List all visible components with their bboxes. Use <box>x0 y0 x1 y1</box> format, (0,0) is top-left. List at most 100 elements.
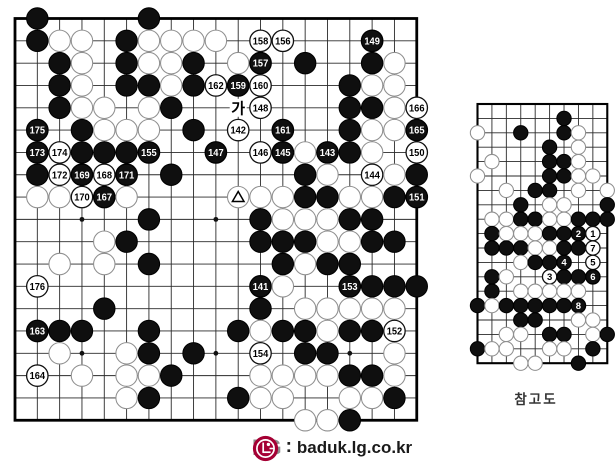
black-stone <box>338 74 362 97</box>
white-stone <box>383 163 406 186</box>
black-stone <box>570 240 587 256</box>
move-number: 158 <box>253 36 269 47</box>
white-stone <box>360 141 384 164</box>
black-stone <box>338 409 362 432</box>
white-stone <box>70 96 94 120</box>
move-number: 176 <box>30 282 46 293</box>
move-number: 161 <box>275 126 291 137</box>
black-stone <box>556 240 572 256</box>
black-stone <box>293 185 317 209</box>
white-stone <box>360 297 384 320</box>
black-stone <box>226 319 250 343</box>
black-stone <box>338 96 362 120</box>
black-stone <box>556 125 572 141</box>
white-stone <box>115 185 138 209</box>
black-stone <box>137 252 161 276</box>
white-stone <box>338 297 362 320</box>
move-number: 8 <box>576 301 581 312</box>
black-stone <box>360 51 384 75</box>
move-number: 153 <box>342 282 358 293</box>
black-stone <box>556 153 572 170</box>
move-number: 163 <box>30 327 46 338</box>
move-number: 168 <box>97 170 113 181</box>
white-stone <box>498 341 515 357</box>
white-stone-move-142 <box>226 118 250 142</box>
white-stone <box>226 185 250 209</box>
move-number: 166 <box>409 103 425 114</box>
black-stone <box>383 185 406 209</box>
black-stone-move-6 <box>585 269 601 285</box>
black-stone <box>383 230 406 253</box>
white-stone <box>498 269 515 285</box>
white-stone <box>182 29 205 53</box>
black-stone <box>513 297 529 314</box>
white-stone <box>570 312 587 328</box>
white-stone <box>498 225 515 242</box>
move-number: 3 <box>547 272 552 283</box>
move-number: 159 <box>230 81 246 92</box>
white-stone <box>338 386 362 410</box>
white-stone <box>513 225 529 242</box>
white-stone <box>316 364 339 387</box>
white-stone <box>293 297 317 320</box>
white-stone <box>498 326 515 343</box>
black-stone <box>48 74 71 97</box>
white-stone <box>570 139 587 155</box>
black-stone <box>226 386 250 410</box>
star-point <box>213 216 219 222</box>
white-stone <box>271 185 295 209</box>
black-stone <box>338 141 362 164</box>
white-stone <box>226 51 250 75</box>
white-stone <box>513 254 529 271</box>
white-stone <box>556 211 572 227</box>
reference-board: 2 1 7 4 5 3 6 8 <box>469 102 615 371</box>
white-stone <box>498 211 515 227</box>
triangle-mark-icon <box>231 189 246 203</box>
black-stone-move-149 <box>360 29 384 53</box>
white-stone <box>360 118 384 142</box>
black-stone <box>599 211 615 227</box>
white-stone <box>513 283 529 299</box>
black-stone-move-151 <box>405 185 429 209</box>
move-number: 148 <box>253 103 269 114</box>
black-stone <box>360 275 384 298</box>
move-number: 164 <box>30 371 46 382</box>
black-stone <box>383 386 406 410</box>
white-stone-move-168 <box>92 163 116 187</box>
black-stone <box>556 168 572 184</box>
black-stone-move-145 <box>271 141 295 164</box>
white-stone <box>383 96 406 120</box>
star-point <box>79 350 85 356</box>
white-stone <box>556 283 572 299</box>
move-number: 167 <box>97 193 113 204</box>
move-number: 147 <box>208 148 224 159</box>
white-stone <box>160 51 183 75</box>
white-stone <box>204 29 228 53</box>
white-stone-move-176 <box>25 274 49 298</box>
black-stone <box>93 141 116 164</box>
black-stone <box>338 118 362 142</box>
move-number: 165 <box>409 126 425 137</box>
black-stone-move-171 <box>115 163 138 187</box>
black-stone-move-165 <box>405 118 429 142</box>
black-stone <box>182 51 205 75</box>
black-stone <box>293 319 317 343</box>
black-stone <box>137 386 161 410</box>
black-stone <box>26 163 49 186</box>
white-stone <box>316 319 339 343</box>
move-number: 152 <box>387 327 403 338</box>
white-stone-move-170 <box>70 185 94 209</box>
white-stone-move-156 <box>271 29 295 53</box>
white-stone <box>570 153 587 170</box>
white-stone <box>527 240 543 256</box>
black-stone <box>556 225 572 242</box>
site-url[interactable]: baduk.lg.co.kr <box>296 438 413 457</box>
white-stone <box>137 364 161 387</box>
white-stone-move-154 <box>249 341 272 365</box>
white-stone <box>383 364 406 387</box>
black-stone <box>316 252 339 276</box>
move-number: 157 <box>253 59 269 70</box>
white-stone-move-150 <box>405 141 429 164</box>
white-stone-move-160 <box>249 74 272 97</box>
